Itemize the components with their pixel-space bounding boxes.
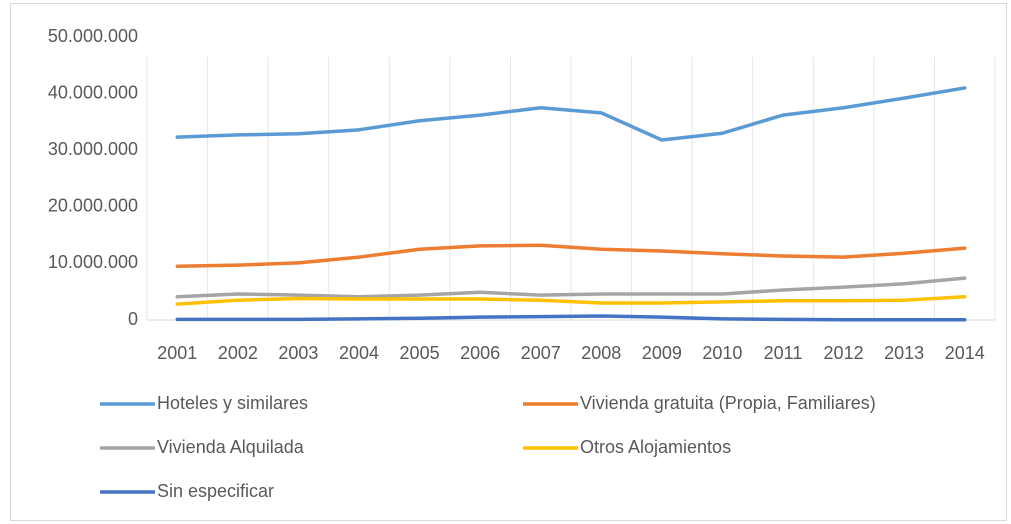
x-tick-label: 2008 bbox=[581, 343, 621, 363]
legend-label: Vivienda gratuita (Propia, Familiares) bbox=[580, 393, 876, 413]
x-tick-label: 2011 bbox=[764, 343, 803, 363]
x-tick-label: 2009 bbox=[642, 343, 682, 363]
legend-label: Sin especificar bbox=[157, 481, 274, 501]
legend-label: Otros Alojamientos bbox=[580, 437, 731, 457]
x-tick-label: 2012 bbox=[824, 343, 864, 363]
x-tick-label: 2003 bbox=[278, 343, 318, 363]
x-tick-label: 2005 bbox=[400, 343, 440, 363]
x-tick-label: 2007 bbox=[521, 343, 561, 363]
y-tick-label: 0 bbox=[128, 309, 138, 329]
chart-border bbox=[10, 3, 1007, 521]
series-line bbox=[175, 295, 967, 306]
x-tick-label: 2013 bbox=[884, 343, 924, 363]
y-tick-label: 10.000.000 bbox=[48, 252, 138, 272]
x-tick-label: 2002 bbox=[218, 343, 258, 363]
x-tick-label: 2014 bbox=[945, 343, 985, 363]
series-line bbox=[175, 276, 967, 299]
y-tick-label: 40.000.000 bbox=[48, 82, 138, 102]
x-tick-label: 2004 bbox=[339, 343, 379, 363]
legend-label: Hoteles y similares bbox=[157, 393, 308, 413]
series-line bbox=[175, 243, 967, 268]
y-tick-label: 30.000.000 bbox=[48, 139, 138, 159]
y-tick-label: 50.000.000 bbox=[48, 26, 138, 46]
legend-label: Vivienda Alquilada bbox=[157, 437, 305, 457]
x-tick-label: 2001 bbox=[157, 343, 197, 363]
x-tick-label: 2010 bbox=[702, 343, 742, 363]
series-line bbox=[175, 314, 967, 322]
x-tick-label: 2006 bbox=[460, 343, 500, 363]
y-tick-label: 20.000.000 bbox=[48, 196, 138, 216]
series-line bbox=[175, 86, 967, 142]
